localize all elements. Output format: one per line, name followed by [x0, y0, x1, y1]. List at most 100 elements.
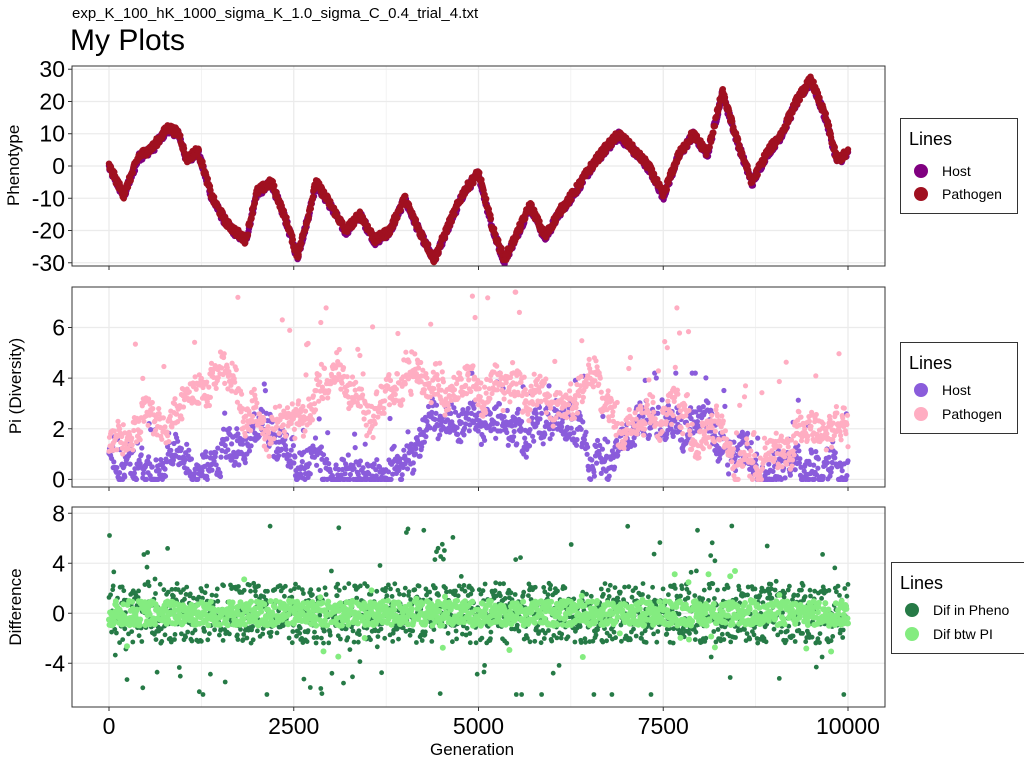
point-pathogen	[284, 405, 291, 411]
point-pathogen	[426, 380, 432, 387]
point-pathogen	[430, 369, 436, 375]
point-pathogen	[822, 110, 829, 117]
point-pathogen	[440, 379, 446, 385]
point-pathogen	[240, 419, 246, 425]
chart-subtitle: exp_K_100_hK_1000_sigma_K_1.0_sigma_C_0.…	[72, 5, 479, 22]
y-tick-label: 10	[39, 121, 65, 147]
point-pathogen	[338, 386, 344, 392]
point-host	[574, 437, 580, 443]
point-host	[530, 433, 536, 439]
point-pathogen	[234, 399, 240, 405]
point-pathogen	[124, 184, 132, 191]
point-pathogen	[454, 381, 460, 387]
point-pathogen	[465, 370, 471, 376]
point-host	[288, 464, 294, 470]
point-host	[319, 456, 325, 462]
point-host	[225, 447, 231, 453]
point-host	[659, 397, 665, 403]
point-host	[546, 383, 552, 389]
point-pathogen	[387, 377, 394, 384]
point-host	[739, 429, 746, 435]
point-host	[571, 430, 577, 436]
point-pathogen	[198, 375, 204, 381]
point-host	[531, 438, 537, 444]
point-host	[615, 448, 621, 454]
point-pathogen	[431, 386, 437, 392]
point-host	[226, 426, 232, 432]
point-host	[204, 476, 210, 482]
point-pathogen	[232, 379, 238, 385]
point-pathogen	[224, 365, 230, 371]
point-pathogen	[428, 400, 434, 406]
point-host	[463, 421, 469, 427]
point-host	[595, 437, 601, 444]
point-host	[232, 459, 238, 465]
point-pathogen	[273, 424, 280, 430]
point-pathogen	[136, 418, 142, 424]
point-host	[146, 454, 152, 460]
point-pathogen	[265, 430, 272, 436]
point-host	[432, 416, 438, 422]
point-host	[325, 430, 331, 436]
point-pathogen	[254, 400, 260, 406]
point-pathogen	[280, 422, 286, 428]
point-pathogen	[386, 372, 392, 378]
point-pathogen	[734, 136, 742, 143]
point-pathogen	[218, 365, 225, 371]
point-pathogen	[336, 346, 342, 353]
y-tick-label: 30	[39, 56, 65, 82]
point-host	[511, 428, 517, 435]
point-pathogen	[261, 418, 267, 424]
point-host	[722, 403, 728, 409]
point-pathogen	[358, 386, 365, 392]
point-pathogen	[122, 189, 129, 197]
point-pathogen	[491, 231, 499, 238]
point-host	[276, 453, 282, 459]
point-host	[688, 415, 694, 422]
point-host	[523, 454, 529, 460]
point-host	[824, 460, 831, 466]
point-pathogen	[370, 434, 376, 441]
point-pathogen	[186, 389, 192, 395]
point-host	[584, 451, 590, 457]
point-pathogen	[413, 371, 419, 377]
point-pathogen	[276, 430, 282, 436]
point-host	[797, 456, 803, 462]
point-pathogen	[253, 404, 259, 410]
point-host	[839, 468, 845, 474]
point-pathogen	[175, 419, 181, 425]
point-host	[351, 466, 357, 472]
point-pathogen	[310, 393, 316, 399]
point-pathogen	[287, 327, 293, 333]
point-pathogen	[318, 361, 324, 367]
point-host	[826, 454, 832, 460]
point-pathogen	[831, 144, 838, 151]
point-pathogen	[528, 201, 535, 208]
point-host	[168, 447, 174, 453]
point-host	[213, 450, 219, 456]
point-pathogen	[395, 330, 401, 337]
point-pathogen	[305, 340, 311, 346]
point-host	[589, 457, 595, 463]
point-pathogen	[166, 439, 172, 445]
point-host	[156, 467, 162, 473]
point-host	[591, 473, 598, 479]
point-host	[248, 443, 254, 449]
point-host	[518, 425, 524, 432]
point-pathogen	[309, 193, 317, 201]
point-pathogen	[162, 424, 168, 430]
point-host	[539, 410, 545, 416]
point-host	[598, 470, 604, 476]
point-pathogen	[466, 377, 472, 383]
point-host	[796, 448, 802, 454]
point-host	[653, 375, 659, 381]
point-host	[233, 454, 239, 460]
point-host	[240, 441, 246, 447]
point-pathogen	[127, 177, 134, 184]
point-host	[445, 417, 451, 423]
point-host	[573, 442, 580, 448]
point-pathogen	[248, 427, 254, 434]
point-pathogen	[424, 375, 430, 381]
point-host	[745, 430, 751, 436]
